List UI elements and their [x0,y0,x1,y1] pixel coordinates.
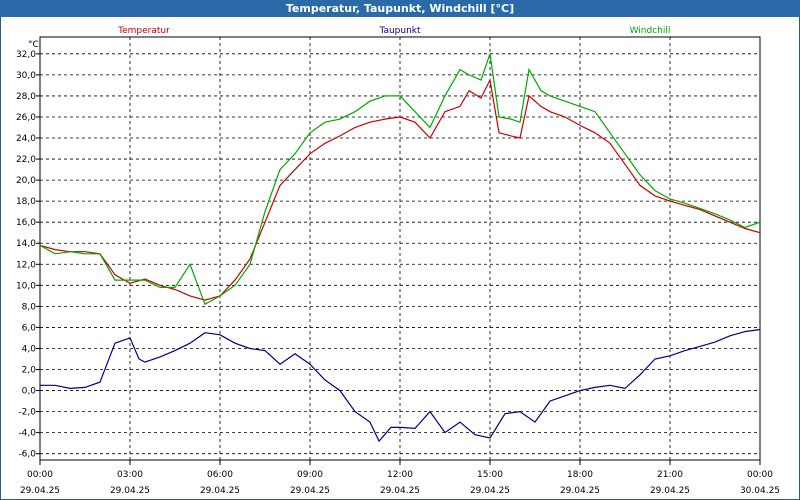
x-tick-time: 00:00 [747,470,773,480]
y-tick-label: 24,0 [16,134,36,144]
x-tick-date: 29.04.25 [650,486,690,496]
x-tick-time: 21:00 [657,470,683,480]
legend-windchill: Windchill [630,26,671,36]
legend-temperatur: Temperatur [117,26,170,36]
y-axis: 32,0 30,0 28,0 26,0 24,0 22,0 20,0 18,0 16,0 14,0… [16,50,40,460]
y-tick-label: 10,0 [16,281,36,291]
legend-taupunkt: Taupunkt [378,26,421,36]
y-tick-label: 20,0 [16,176,36,186]
y-tick-label: 26,0 [16,113,36,123]
x-tick-date: 29.04.25 [380,486,420,496]
x-tick-time: 15:00 [477,470,503,480]
y-tick-label: 22,0 [16,155,36,165]
x-tick-time: 18:00 [567,470,593,480]
x-tick-date: 29.04.25 [110,486,150,496]
x-tick-time: 09:00 [297,470,323,480]
x-tick-date: 29.04.25 [200,486,240,496]
x-tick-time: 12:00 [387,470,413,480]
y-tick-label: 2,0 [22,366,37,376]
y-tick-label: 28,0 [16,92,36,102]
y-tick-label: 6,0 [22,323,37,333]
y-axis-unit: °C [28,40,39,50]
legend: Temperatur Taupunkt Windchill [117,26,670,36]
series-group [39,53,761,443]
y-tick-label: 12,0 [16,260,36,270]
y-tick-label: 14,0 [16,239,36,249]
x-axis: 00:00 29.04.25 03:00 29.04.25 06:00 29.04.25 0… [20,460,780,496]
x-tick-date: 29.04.25 [470,486,510,496]
y-tick-label: 32,0 [16,50,36,60]
x-tick-time: 06:00 [207,470,233,480]
y-tick-label: -4,0 [18,429,36,439]
grid [40,37,760,460]
y-tick-label: 16,0 [16,218,36,228]
series-line-taupunkt [40,328,761,443]
x-tick-date: 29.04.25 [20,486,60,496]
y-tick-label: 8,0 [22,302,37,312]
x-tick-time: 00:00 [27,470,53,480]
x-tick-date: 29.04.25 [560,486,600,496]
x-tick-time: 03:00 [117,470,143,480]
y-tick-label: 0,0 [22,387,37,397]
y-tick-label: 4,0 [22,344,37,354]
window-title: Temperatur, Taupunkt, Windchill [°C] [0,0,800,17]
y-tick-label: 18,0 [16,197,36,207]
x-tick-date: 30.04.25 [740,486,780,496]
x-tick-date: 29.04.25 [290,486,330,496]
series-line-windchill [39,53,761,306]
y-tick-label: -2,0 [18,408,36,418]
y-tick-label: 30,0 [16,71,36,81]
y-tick-label: -6,0 [18,450,36,460]
